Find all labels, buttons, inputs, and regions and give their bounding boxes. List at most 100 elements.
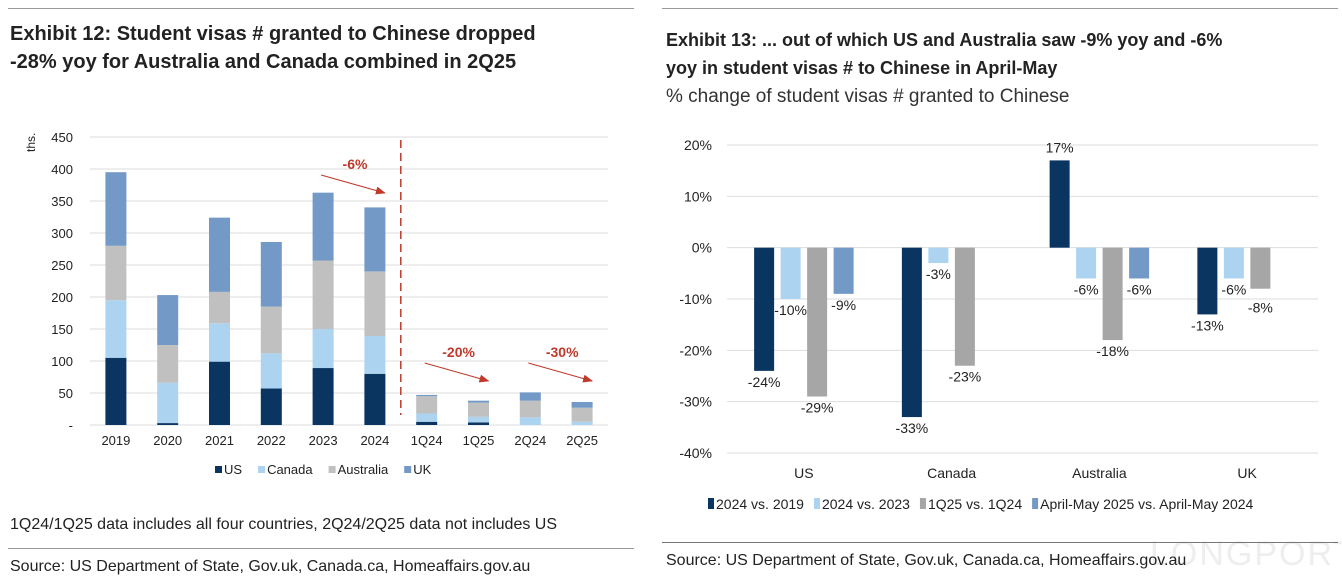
right-title-line2: yoy in student visas # to Chinese in Apr…: [666, 58, 1058, 78]
y-tick-label: 450: [51, 130, 73, 145]
trend-label: -30%: [546, 344, 579, 360]
bar-canada-2: [954, 247, 975, 366]
bar-us-1Q25: [468, 422, 489, 425]
bar-canada-2Q24: [519, 417, 541, 425]
data-label: -9%: [831, 297, 856, 313]
legend-swatch: [813, 498, 820, 509]
bar-canada-2Q25: [571, 421, 593, 425]
right-source: Source: US Department of State, Gov.uk, …: [666, 552, 1187, 569]
y-tick-label: 200: [51, 290, 73, 305]
bar-australia-2021: [209, 291, 230, 324]
data-label: -10%: [774, 302, 807, 318]
bar-uk-0: [1197, 247, 1218, 315]
x-tick-label: 2Q25: [566, 433, 598, 448]
left-title-line2: -28% yoy for Australia and Canada combin…: [10, 51, 517, 73]
x-tick-label: US: [794, 465, 813, 481]
top-rule-left: [8, 8, 634, 9]
legend-label-uk: UK: [413, 462, 431, 477]
bar-uk-2024: [364, 207, 386, 272]
bar-australia-1Q24: [416, 396, 438, 414]
bar-us-3: [833, 247, 854, 294]
trend-arrow: [528, 362, 594, 383]
bar-australia-0: [1049, 160, 1070, 248]
data-label: -13%: [1191, 317, 1224, 333]
left-note: 1Q24/1Q25 data includes all four countri…: [10, 516, 558, 533]
y-tick-label: -40%: [679, 445, 712, 461]
y-tick-label: 350: [51, 194, 73, 209]
x-tick-label: 2019: [101, 433, 130, 448]
data-label: -6%: [1074, 281, 1099, 297]
trend-label: -20%: [442, 344, 475, 360]
legend-label: 2024 vs. 2023: [822, 496, 910, 512]
legend-label-canada: Canada: [267, 462, 313, 477]
data-label: -29%: [801, 400, 834, 416]
y-tick-label: -: [69, 418, 73, 433]
bar-canada-2024: [364, 336, 386, 374]
bar-canada-0: [901, 247, 922, 418]
legend-swatch: [708, 498, 714, 509]
bar-canada-2019: [105, 300, 127, 358]
y-tick-label: 0%: [692, 240, 712, 256]
y-tick-label: 20%: [684, 137, 712, 153]
source-rule-right: [662, 542, 1338, 543]
y-tick-label: 400: [51, 162, 73, 177]
bar-us-2: [807, 247, 828, 397]
trend-arrow: [320, 174, 386, 195]
bar-canada-2021: [209, 323, 230, 362]
data-label: -24%: [748, 374, 781, 390]
bar-uk-1Q25: [468, 400, 489, 403]
bar-australia-3: [1129, 247, 1150, 279]
bar-us-2023: [312, 368, 334, 425]
bar-canada-2020: [157, 382, 179, 424]
bar-australia-2Q24: [519, 400, 541, 418]
watermark: LONGPORT: [1150, 535, 1342, 573]
legend-swatch: [919, 498, 926, 509]
y-tick-label: 250: [51, 258, 73, 273]
right-subtitle: % change of student visas # granted to C…: [666, 86, 1070, 107]
legend-label-australia: Australia: [338, 462, 389, 477]
bar-canada-2022: [260, 353, 282, 389]
legend-swatch: [258, 466, 266, 473]
bar-uk-2023: [312, 192, 334, 261]
data-label: -8%: [1248, 299, 1273, 315]
bar-uk-2022: [260, 241, 282, 307]
x-tick-label: 2022: [257, 433, 286, 448]
data-label: -3%: [926, 266, 951, 282]
source-rule-left: [8, 548, 634, 549]
bar-australia-2020: [157, 345, 179, 383]
legend-label: April-May 2025 vs. April-May 2024: [1040, 496, 1253, 512]
bar-us-2020: [157, 423, 179, 425]
bar-us-2024: [364, 373, 386, 425]
x-tick-label: 2023: [309, 433, 338, 448]
data-label: -6%: [1127, 281, 1152, 297]
y-tick-label: 50: [59, 386, 73, 401]
top-rule-right: [662, 8, 1338, 9]
bar-uk-2019: [105, 172, 127, 246]
bar-us-2021: [209, 361, 230, 425]
bar-australia-2: [1102, 247, 1123, 341]
bar-australia-1: [1076, 247, 1097, 279]
data-label: -6%: [1221, 281, 1246, 297]
bar-canada-1Q25: [468, 416, 489, 423]
bar-australia-2019: [105, 245, 127, 301]
bar-us-1: [780, 247, 801, 299]
y-tick-label: 300: [51, 226, 73, 241]
bar-australia-2024: [364, 271, 386, 337]
bar-uk-1Q24: [416, 394, 438, 397]
legend-swatch: [1032, 498, 1039, 509]
x-tick-label: 1Q24: [411, 433, 443, 448]
y-tick-label: -30%: [679, 394, 712, 410]
left-title-line1: Exhibit 12: Student visas # granted to C…: [10, 23, 536, 45]
bar-canada-2023: [312, 329, 334, 369]
legend-swatch: [215, 466, 222, 473]
bar-uk-2Q25: [571, 401, 593, 408]
trend-arrow: [424, 362, 490, 383]
legend-swatch: [328, 466, 336, 473]
y-tick-label: 150: [51, 322, 73, 337]
x-tick-label: UK: [1237, 465, 1257, 481]
trend-label: -6%: [343, 156, 368, 172]
bar-uk-2021: [209, 217, 230, 292]
bar-australia-2022: [260, 306, 282, 354]
bar-us-1Q24: [416, 421, 438, 425]
